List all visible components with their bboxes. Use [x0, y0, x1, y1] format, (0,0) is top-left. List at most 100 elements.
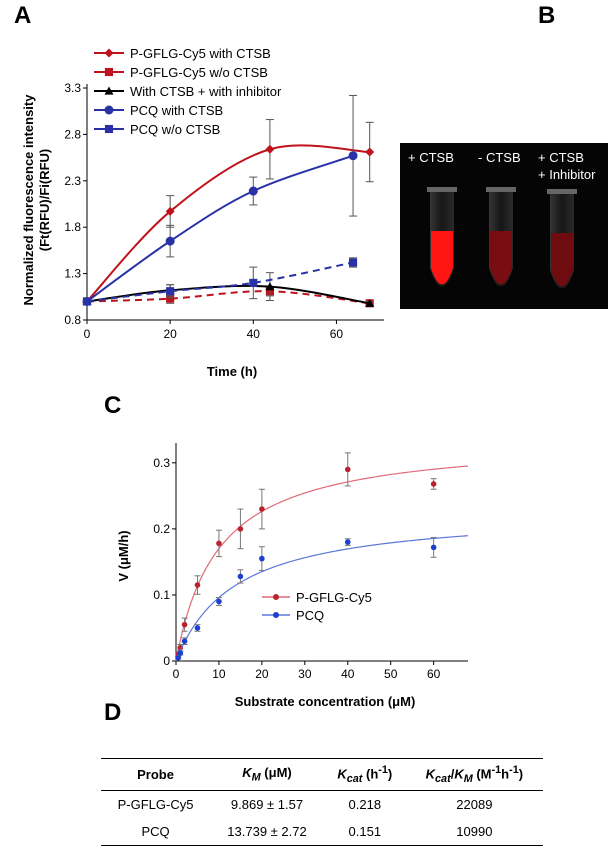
km-unit: (μM)	[260, 765, 292, 781]
tube-label-inhibitor: + Inhibitor	[538, 167, 596, 182]
chart-a-legend-marker	[104, 48, 114, 58]
chart-c-point	[194, 582, 201, 588]
chart-c-point	[259, 555, 265, 562]
chart-a-point	[165, 236, 175, 246]
cell-km: 9.869 ± 1.57	[230, 796, 304, 812]
kcat-sub: cat	[346, 772, 363, 785]
ratio-slash: /	[450, 766, 455, 782]
ratio-sub2: M	[463, 772, 473, 785]
chart-c-point	[216, 598, 222, 605]
chart-c-point	[430, 544, 437, 551]
kinetics-table: Probe KM (μM) Kcat (h-1) Kcat/KM (M-1h-1…	[101, 758, 543, 846]
cell-ratio: 10990	[405, 817, 543, 846]
chart-a-point	[165, 206, 175, 216]
chart-c-x-tick-label: 0	[173, 667, 180, 681]
chart-a-legend-label: P-GFLG-Cy5 w/o CTSB	[130, 65, 268, 80]
chart-c-legend-label: P-GFLG-Cy5	[296, 590, 372, 605]
chart-a-fluorescence-time: 0.8 1.3 1.8 2.3 2.8 3.3 0 20 40 60 P-GFLG-Cy5 wit…	[21, 46, 384, 379]
chart-c-x-tick-label: 20	[255, 667, 269, 681]
chart-a-y-tick-label: 0.8	[64, 313, 81, 327]
chart-c-y-tick-label: 0	[163, 654, 170, 668]
table-row: PCQ 13.739 ± 2.72 0.151 10990	[101, 817, 543, 846]
tube-label-plus-ctsb-2: + CTSB	[538, 150, 584, 165]
panel-letter-c: C	[104, 392, 122, 419]
header-ratio: Kcat/KM (M-1h-1)	[405, 758, 543, 791]
chart-a-legend-marker	[104, 105, 114, 115]
chart-c-x-tick-label: 60	[427, 667, 441, 681]
chart-a-point	[365, 147, 375, 157]
chart-a-series-line	[86, 290, 370, 305]
panel-letter-d: D	[104, 699, 122, 726]
chart-c-x-tick-label: 50	[384, 667, 398, 681]
chart-c-point	[237, 526, 244, 532]
tube-minus-ctsb	[486, 187, 516, 287]
chart-c-point	[344, 539, 351, 545]
cell-kcat: 0.151	[323, 817, 406, 846]
chart-c-fit-curve	[175, 535, 469, 662]
chart-a-point	[265, 144, 275, 154]
chart-a-point	[265, 282, 275, 291]
chart-c-point	[181, 638, 188, 644]
table-row: P-GFLG-Cy5 9.869 ± 1.57 0.218 22089	[101, 790, 543, 818]
tube-label-minus-ctsb: - CTSB	[478, 150, 521, 165]
chart-c-x-tick-label: 40	[341, 667, 355, 681]
ratio-unit: (M	[472, 766, 492, 782]
km-sub: M	[251, 771, 261, 784]
chart-c-point	[175, 654, 181, 661]
cell-ratio: 22089	[456, 796, 493, 812]
header-probe: Probe	[101, 758, 211, 791]
ratio-sup1: -1	[491, 764, 502, 776]
chart-a-legend-label: PCQ with CTSB	[130, 103, 223, 118]
header-kcat: Kcat (h-1)	[323, 758, 406, 791]
chart-a-legend-label: P-GFLG-Cy5 with CTSB	[130, 46, 271, 61]
chart-c-legend-marker	[273, 594, 279, 600]
kcat-close: )	[387, 766, 393, 782]
chart-c-x-tick-label: 30	[298, 667, 312, 681]
chart-a-x-tick-label: 40	[247, 327, 261, 341]
chart-a-point	[348, 151, 358, 161]
chart-a-y-tick-label: 2.3	[64, 174, 81, 188]
chart-a-y-tick-label: 1.3	[64, 267, 81, 281]
chart-a-point	[82, 297, 92, 306]
chart-a-x-axis-label: Time (h)	[207, 364, 257, 379]
tube-illustration	[427, 187, 577, 289]
tube-plus-ctsb	[427, 187, 457, 287]
ratio-h: h	[501, 766, 510, 782]
chart-c-point	[181, 621, 188, 628]
chart-a-series-2	[82, 272, 375, 307]
ratio-k2: K	[454, 766, 464, 782]
chart-c-x-tick-label: 10	[212, 667, 226, 681]
chart-c-y-axis-label: V (μM/h)	[116, 530, 131, 581]
kcat-sup: -1	[378, 764, 388, 776]
chart-a-legend-label: With CTSB + with inhibitor	[130, 84, 282, 99]
ratio-sup2: -1	[509, 764, 519, 776]
cell-km: 13.739 ± 2.72	[210, 817, 324, 846]
chart-a-y-tick-label: 2.8	[64, 127, 81, 141]
chart-c-y-tick-label: 0.1	[153, 588, 170, 602]
tube-photo: + CTSB - CTSB + CTSB + Inhibitor	[400, 143, 608, 309]
chart-c-series-0	[175, 452, 469, 662]
chart-a-point	[249, 278, 258, 287]
chart-a-y-axis-label-2: (Ft(RFU)/Fi(RFU)	[37, 149, 52, 252]
kcat-symbol: K	[337, 766, 347, 782]
chart-c-y-tick-label: 0.3	[153, 456, 170, 470]
chart-a-y-tick-label: 3.3	[64, 81, 81, 95]
table-header-row: Probe KM (μM) Kcat (h-1) Kcat/KM (M-1h-1…	[101, 758, 543, 791]
chart-c-point	[430, 481, 437, 487]
chart-c-point	[177, 650, 184, 656]
km-symbol: K	[242, 765, 252, 781]
chart-c-point	[259, 506, 265, 512]
ratio-close: )	[518, 766, 524, 782]
cell-kcat: 0.218	[348, 796, 382, 812]
chart-c-kinetics: 0 0.1 0.2 0.3 0 10 20 30 40 50 60 P-GFLG-Cy5 PCQ Su…	[116, 443, 469, 709]
chart-c-y-tick-label: 0.2	[153, 522, 170, 536]
chart-a-point	[166, 287, 175, 296]
chart-a-y-tick-label: 1.8	[64, 220, 81, 234]
chart-a-legend-label: PCQ w/o CTSB	[130, 122, 220, 137]
chart-c-series-1	[175, 535, 469, 662]
chart-c-point	[237, 573, 244, 580]
chart-a-series-3	[82, 94, 358, 306]
tube-label-plus-ctsb: + CTSB	[408, 150, 454, 165]
chart-a-point	[248, 186, 258, 196]
panel-letter-a: A	[14, 2, 32, 29]
